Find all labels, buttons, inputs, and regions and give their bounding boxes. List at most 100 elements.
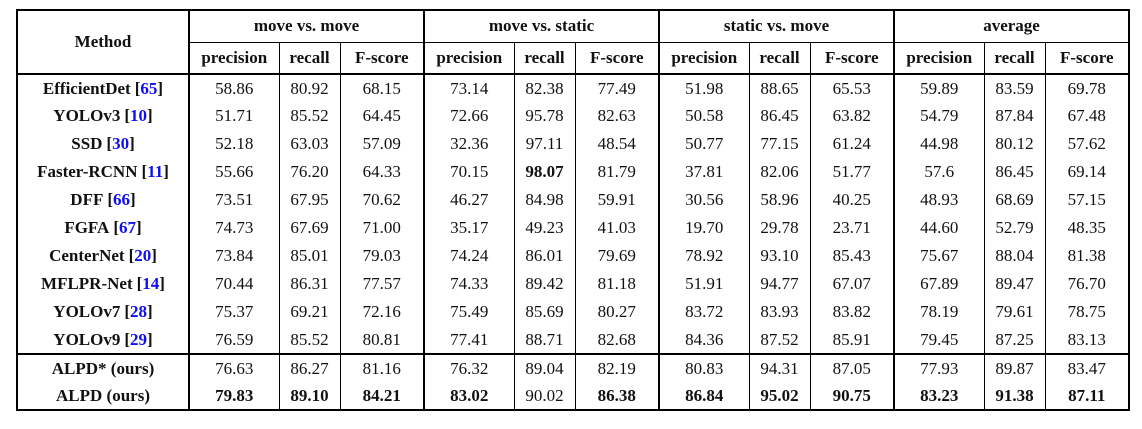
value-cell: 76.59 xyxy=(188,326,279,354)
value-cell: 85.52 xyxy=(278,102,340,130)
value-cell: 87.05 xyxy=(809,353,894,382)
method-cell: FGFA [67] xyxy=(16,214,189,242)
group-header-row: Method move vs. move move vs. static sta… xyxy=(16,10,1130,75)
value-cell: 84.98 xyxy=(513,186,575,214)
value-cell: 70.62 xyxy=(339,186,424,214)
value-cell: 80.92 xyxy=(278,74,340,102)
citation-link[interactable]: 67 xyxy=(119,218,136,237)
value-cell: 83.13 xyxy=(1044,326,1130,354)
citation-link[interactable]: 66 xyxy=(113,190,131,209)
value-cell: 57.62 xyxy=(1044,130,1130,158)
citation-link[interactable]: 28 xyxy=(130,302,148,321)
value-cell: 84.36 xyxy=(658,326,749,354)
value-cell: 86.01 xyxy=(513,242,575,270)
value-cell: 81.16 xyxy=(339,353,424,382)
method-name: CenterNet xyxy=(49,246,125,265)
citation-bracket: ] xyxy=(157,78,164,98)
value-cell: 50.58 xyxy=(658,102,749,130)
citation-bracket: [ xyxy=(124,106,131,125)
value-cell: 74.24 xyxy=(423,242,514,270)
value-cell: 77.41 xyxy=(423,326,514,354)
citation-bracket: ] xyxy=(147,329,153,349)
value-cell: 80.12 xyxy=(983,130,1045,158)
value-cell: 32.36 xyxy=(423,130,514,158)
citation-bracket: ] xyxy=(151,246,157,265)
page: Method move vs. move move vs. static sta… xyxy=(16,9,1131,411)
table-row: Faster-RCNN [11] 55.66 76.20 64.33 70.15 98.07… xyxy=(16,158,1130,186)
value-cell: 74.33 xyxy=(423,270,514,298)
citation-bracket: ] xyxy=(136,218,142,237)
citation-link[interactable]: 29 xyxy=(130,329,148,349)
value-cell: 94.31 xyxy=(748,353,810,382)
value-cell: 19.70 xyxy=(658,214,749,242)
value-cell: 82.68 xyxy=(574,326,659,354)
citation-bracket: ] xyxy=(129,134,135,153)
method-name: MFLPR-Net xyxy=(41,274,133,293)
citation-link[interactable]: 65 xyxy=(140,78,158,98)
sub-header-row: precision recall F-score precision recal… xyxy=(17,42,1130,75)
col-header-recall: recall xyxy=(278,42,340,75)
col-header-fscore: F-score xyxy=(574,42,659,75)
value-cell: 40.25 xyxy=(809,186,894,214)
value-cell: 30.56 xyxy=(658,186,749,214)
citation-link[interactable]: 10 xyxy=(130,106,148,125)
citation-link[interactable]: 20 xyxy=(134,246,152,265)
citation-link[interactable]: 30 xyxy=(112,134,130,153)
method-cell: DFF [66] xyxy=(16,186,189,214)
value-cell: 58.96 xyxy=(748,186,810,214)
group-header-average: average xyxy=(892,10,1130,43)
value-cell: 95.78 xyxy=(513,102,575,130)
value-cell: 79.83 xyxy=(188,382,279,410)
method-cell: CenterNet [20] xyxy=(16,242,189,270)
value-cell: 63.03 xyxy=(278,130,340,158)
col-header-recall: recall xyxy=(513,42,575,75)
value-cell: 61.24 xyxy=(809,130,894,158)
value-cell: 89.87 xyxy=(983,353,1045,382)
value-cell: 67.48 xyxy=(1044,102,1130,130)
value-cell: 73.84 xyxy=(188,242,279,270)
citation-link[interactable]: 14 xyxy=(142,274,160,293)
value-cell: 78.75 xyxy=(1044,298,1130,326)
value-cell: 84.21 xyxy=(339,382,424,410)
method-cell: ALPD* (ours) xyxy=(16,353,189,382)
value-cell: 82.63 xyxy=(574,102,659,130)
value-cell: 51.71 xyxy=(188,102,279,130)
method-name: Faster-RCNN xyxy=(37,162,138,181)
method-column-header: Method xyxy=(16,10,189,75)
value-cell: 67.89 xyxy=(893,270,984,298)
citation-bracket: [ xyxy=(141,162,148,181)
value-cell: 82.38 xyxy=(513,74,575,102)
group-header-static-vs-move: static vs. move xyxy=(658,10,894,43)
value-cell: 57.15 xyxy=(1044,186,1130,214)
value-cell: 79.61 xyxy=(983,298,1045,326)
citation-bracket: [ xyxy=(106,134,113,153)
value-cell: 51.98 xyxy=(658,74,749,102)
value-cell: 79.03 xyxy=(339,242,424,270)
value-cell: 37.81 xyxy=(658,158,749,186)
value-cell: 75.49 xyxy=(423,298,514,326)
col-header-fscore: F-score xyxy=(1044,42,1130,75)
method-cell: YOLOv9 [29] xyxy=(16,326,189,354)
table-row: YOLOv9 [29] 76.59 85.52 80.81 77.41 88.71 82.68… xyxy=(16,326,1130,354)
value-cell: 87.84 xyxy=(983,102,1045,130)
value-cell: 54.79 xyxy=(893,102,984,130)
value-cell: 57.6 xyxy=(893,158,984,186)
value-cell: 70.15 xyxy=(423,158,514,186)
value-cell: 86.38 xyxy=(574,382,659,410)
table-row: DFF [66] 73.51 67.95 70.62 46.27 84.98 59.91 30.… xyxy=(16,186,1130,214)
value-cell: 88.04 xyxy=(983,242,1045,270)
col-header-precision: precision xyxy=(658,42,749,75)
value-cell: 49.23 xyxy=(513,214,575,242)
value-cell: 87.52 xyxy=(748,326,810,354)
value-cell: 44.98 xyxy=(893,130,984,158)
value-cell: 51.77 xyxy=(809,158,894,186)
citation-link[interactable]: 11 xyxy=(147,162,164,181)
col-header-fscore: F-score xyxy=(339,42,424,75)
value-cell: 82.19 xyxy=(574,353,659,382)
value-cell: 75.67 xyxy=(893,242,984,270)
value-cell: 68.15 xyxy=(339,74,424,102)
value-cell: 87.11 xyxy=(1044,382,1130,410)
value-cell: 71.00 xyxy=(339,214,424,242)
citation-bracket: [ xyxy=(128,246,135,265)
value-cell: 80.83 xyxy=(658,353,749,382)
